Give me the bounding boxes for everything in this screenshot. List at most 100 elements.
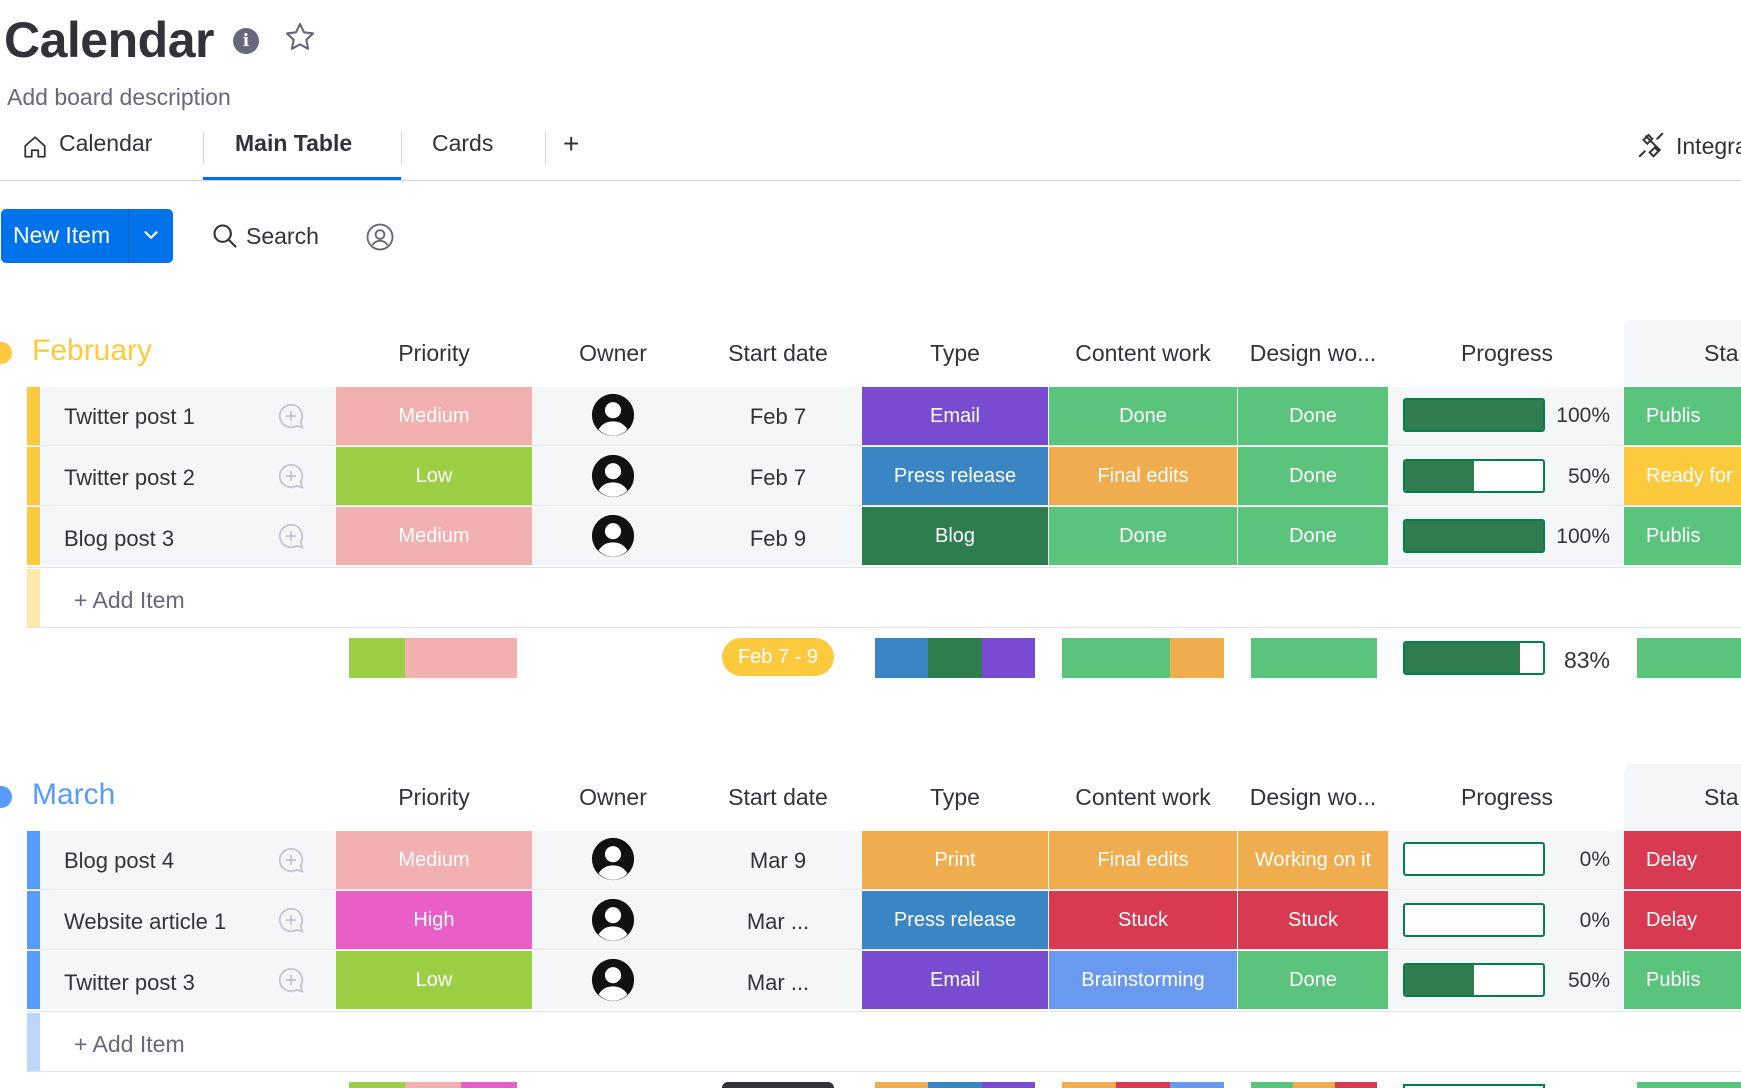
search-icon[interactable] [211, 222, 239, 250]
design-work-cell[interactable]: Done [1238, 951, 1388, 1009]
start-date-cell[interactable]: Feb 9 [749, 526, 807, 551]
priority-cell[interactable]: Medium [336, 507, 532, 565]
column-header-status[interactable]: Sta [1704, 784, 1739, 810]
priority-summary-medium [405, 638, 517, 678]
star-icon[interactable] [283, 20, 317, 54]
column-header-design-work[interactable]: Design wo... [1249, 340, 1377, 366]
start-date-cell[interactable]: Mar 9 [749, 848, 807, 873]
column-header-start-date[interactable]: Start date [728, 340, 828, 366]
column-header-design-work[interactable]: Design wo... [1249, 784, 1377, 810]
item-name[interactable]: Website article 1 [64, 909, 227, 934]
type-summary-email [982, 638, 1035, 678]
add-update-icon[interactable] [276, 905, 306, 935]
type-cell[interactable]: Print [862, 831, 1048, 889]
avatar-icon[interactable] [590, 392, 636, 438]
tab-calendar[interactable]: Calendar [59, 130, 153, 156]
design-work-cell[interactable]: Working on it [1238, 831, 1388, 889]
column-header-start-date[interactable]: Start date [728, 784, 828, 810]
column-header-progress[interactable]: Progress [1460, 784, 1554, 810]
design-work-cell[interactable]: Done [1238, 447, 1388, 505]
avatar-icon[interactable] [590, 957, 636, 1003]
new-item-button[interactable] [1, 209, 173, 263]
type-cell[interactable]: Press release [862, 891, 1048, 949]
avatar-icon[interactable] [590, 513, 636, 559]
chevron-down-icon[interactable] [0, 342, 12, 364]
status-cell[interactable]: Publis [1624, 507, 1741, 565]
column-header-content-work[interactable]: Content work [1075, 340, 1211, 366]
item-name[interactable]: Twitter post 2 [64, 465, 195, 490]
row-divider [27, 627, 1741, 628]
column-header-type[interactable]: Type [930, 784, 980, 810]
add-update-icon[interactable] [276, 521, 306, 551]
avatar-icon[interactable] [590, 836, 636, 882]
status-cell[interactable]: Ready for [1624, 447, 1741, 505]
item-name[interactable]: Blog post 4 [64, 848, 175, 873]
status-cell[interactable]: Publis [1624, 951, 1741, 1009]
chevron-down-icon[interactable] [0, 786, 12, 808]
content-work-cell[interactable]: Final edits [1049, 831, 1237, 889]
content-work-cell[interactable]: Final edits [1049, 447, 1237, 505]
board-description[interactable]: Add board description [7, 84, 231, 110]
start-date-cell[interactable]: Feb 7 [749, 465, 807, 490]
type-cell[interactable]: Press release [862, 447, 1048, 505]
priority-cell[interactable]: High [336, 891, 532, 949]
content-summary-final-edits [1062, 1082, 1116, 1088]
design-work-cell[interactable]: Done [1238, 507, 1388, 565]
status-cell[interactable]: Delay [1624, 831, 1741, 889]
tab-main-table[interactable]: Main Table [235, 130, 353, 156]
content-work-cell[interactable]: Done [1049, 507, 1237, 565]
type-cell[interactable]: Email [862, 387, 1048, 445]
person-icon[interactable] [365, 222, 395, 252]
group-title-february[interactable]: February [32, 334, 153, 367]
design-work-cell[interactable]: Done [1238, 387, 1388, 445]
column-header-owner[interactable]: Owner [579, 340, 647, 366]
avatar-icon[interactable] [590, 453, 636, 499]
add-update-icon[interactable] [276, 461, 306, 491]
search-button[interactable]: Search [246, 223, 319, 249]
column-header-content-work[interactable]: Content work [1075, 784, 1211, 810]
integrate-button[interactable]: Integra [1676, 133, 1741, 159]
add-update-icon[interactable] [276, 965, 306, 995]
item-name[interactable]: Twitter post 1 [64, 404, 195, 429]
new-item-label[interactable]: New Item [13, 222, 111, 248]
item-name[interactable]: Blog post 3 [64, 526, 175, 551]
content-work-cell[interactable]: Stuck [1049, 891, 1237, 949]
add-item-input[interactable]: + Add Item [74, 1031, 185, 1057]
design-work-cell[interactable]: Stuck [1238, 891, 1388, 949]
info-icon[interactable]: i [233, 28, 259, 54]
content-work-cell[interactable]: Brainstorming [1049, 951, 1237, 1009]
type-cell[interactable]: Email [862, 951, 1048, 1009]
add-update-icon[interactable] [276, 845, 306, 875]
item-name[interactable]: Twitter post 3 [64, 970, 195, 995]
column-header-owner[interactable]: Owner [579, 784, 647, 810]
design-summary-working [1293, 1082, 1335, 1088]
add-update-icon[interactable] [276, 401, 306, 431]
integrate-icon[interactable] [1636, 130, 1666, 160]
column-header-progress[interactable]: Progress [1460, 340, 1554, 366]
start-date-cell[interactable]: Mar ... [746, 909, 810, 934]
priority-summary-high [461, 1082, 517, 1088]
tab-cards[interactable]: Cards [432, 130, 494, 156]
status-cell[interactable]: Delay [1624, 891, 1741, 949]
start-date-cell[interactable]: Mar ... [746, 970, 810, 995]
priority-cell[interactable]: Low [336, 951, 532, 1009]
column-header-status[interactable]: Sta [1704, 340, 1739, 366]
type-cell[interactable]: Blog [862, 507, 1048, 565]
add-item-input[interactable]: + Add Item [74, 587, 185, 613]
status-cell[interactable]: Publis [1624, 387, 1741, 445]
chevron-down-icon[interactable] [140, 224, 162, 246]
column-header-priority[interactable]: Priority [398, 784, 470, 810]
column-header-priority[interactable]: Priority [398, 340, 470, 366]
board-title[interactable]: Calendar [4, 12, 214, 68]
priority-cell[interactable]: Low [336, 447, 532, 505]
add-view-button[interactable]: + [563, 128, 580, 159]
start-date-cell[interactable]: Feb 7 [749, 404, 807, 429]
priority-cell[interactable]: Medium [336, 831, 532, 889]
tabs-divider [0, 180, 1741, 181]
avatar-icon[interactable] [590, 897, 636, 943]
priority-cell[interactable]: Medium [336, 387, 532, 445]
content-work-cell[interactable]: Done [1049, 387, 1237, 445]
row-divider [27, 889, 1741, 890]
group-title-march[interactable]: March [32, 778, 116, 811]
column-header-type[interactable]: Type [930, 340, 980, 366]
